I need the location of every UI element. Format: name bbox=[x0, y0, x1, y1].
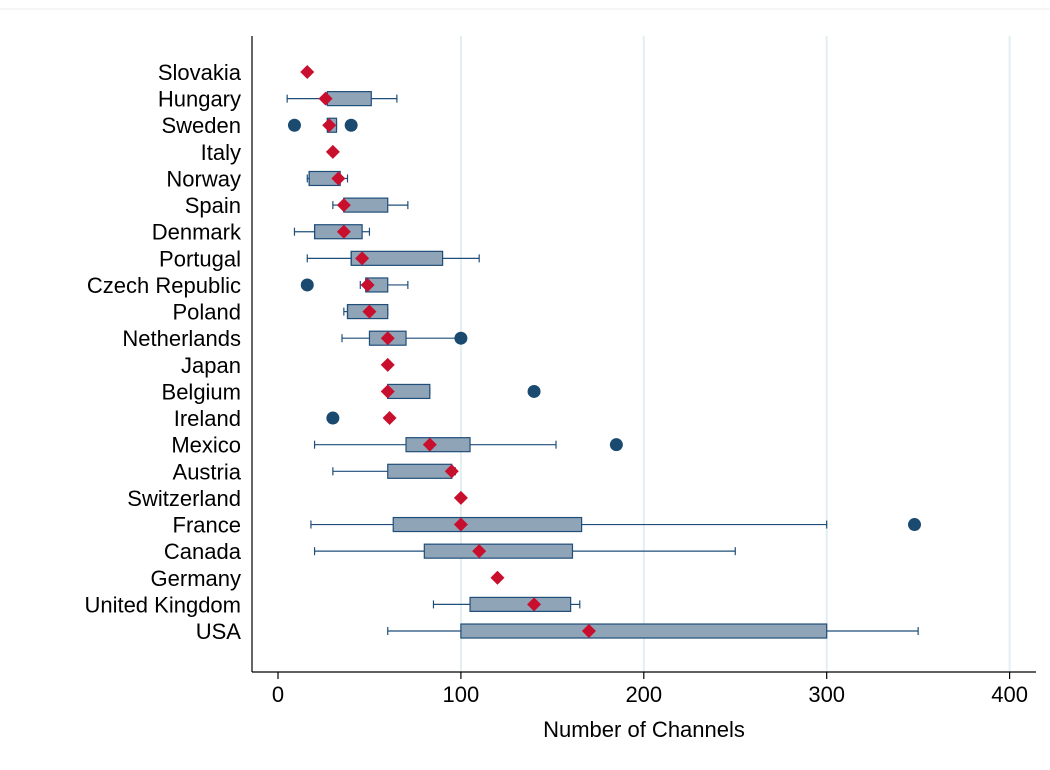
category-label: Italy bbox=[201, 140, 241, 165]
category-label: Norway bbox=[166, 166, 241, 191]
x-tick-label: 400 bbox=[991, 682, 1028, 707]
iqr-box bbox=[387, 463, 453, 479]
category-labels: SlovakiaHungarySwedenItalyNorwaySpainDen… bbox=[84, 60, 242, 644]
mean-marker bbox=[380, 331, 395, 346]
category-label: Ireland bbox=[174, 406, 241, 431]
x-tick-label: 0 bbox=[272, 682, 284, 707]
mean-marker bbox=[331, 171, 346, 186]
category-label: Hungary bbox=[158, 87, 241, 112]
mean-marker bbox=[380, 357, 395, 372]
category-label: Czech Republic bbox=[87, 273, 241, 298]
category-label: France bbox=[173, 513, 241, 538]
gridlines bbox=[459, 36, 1011, 672]
category-label: Poland bbox=[172, 300, 241, 325]
mean-marker bbox=[422, 437, 437, 452]
category-label: Canada bbox=[164, 539, 242, 564]
category-label: Austria bbox=[173, 459, 242, 484]
category-label: Denmark bbox=[152, 220, 242, 245]
category-label: Mexico bbox=[171, 433, 241, 458]
mean-marker bbox=[300, 65, 315, 79]
category-label: USA bbox=[196, 619, 242, 644]
data-marks bbox=[286, 65, 921, 639]
mean-marker bbox=[581, 624, 596, 639]
x-tick-label: 300 bbox=[808, 682, 845, 707]
outlier-point bbox=[344, 118, 358, 132]
iqr-box bbox=[423, 543, 574, 559]
mean-marker bbox=[322, 118, 337, 133]
category-label: Germany bbox=[151, 566, 241, 591]
outlier-point bbox=[609, 438, 623, 452]
mean-marker bbox=[380, 384, 395, 399]
iqr-box bbox=[326, 91, 372, 107]
mean-marker bbox=[318, 91, 333, 106]
category-label: United Kingdom bbox=[84, 592, 241, 617]
iqr-box bbox=[392, 516, 583, 533]
x-axis-label: Number of Channels bbox=[543, 717, 745, 742]
mean-marker bbox=[336, 198, 351, 213]
mean-marker bbox=[325, 144, 340, 159]
mean-marker bbox=[360, 277, 375, 292]
category-label: Netherlands bbox=[122, 326, 241, 351]
mean-marker bbox=[453, 517, 468, 532]
x-tick-label: 100 bbox=[443, 682, 480, 707]
outlier-point bbox=[527, 384, 541, 398]
iqr-box bbox=[405, 437, 471, 453]
mean-marker bbox=[453, 490, 468, 505]
iqr-box bbox=[460, 623, 828, 639]
x-tick-labels: 0 100 200 300 400 bbox=[272, 682, 1028, 707]
mean-marker bbox=[355, 251, 370, 266]
axes bbox=[251, 36, 1036, 679]
mean-marker bbox=[336, 224, 351, 239]
outlier-point bbox=[300, 278, 314, 292]
mean-marker bbox=[527, 597, 542, 612]
category-label: Switzerland bbox=[127, 486, 241, 511]
category-label: Japan bbox=[181, 353, 241, 378]
category-label: Portugal bbox=[159, 246, 241, 271]
outlier-point bbox=[454, 331, 468, 345]
outlier-point bbox=[326, 411, 340, 425]
outlier-point bbox=[907, 518, 921, 532]
iqr-box bbox=[469, 596, 572, 613]
mean-marker bbox=[382, 411, 397, 426]
mean-marker bbox=[444, 464, 459, 479]
category-label: Sweden bbox=[161, 113, 241, 138]
category-label: Belgium bbox=[162, 379, 241, 404]
category-label: Slovakia bbox=[158, 60, 242, 85]
category-label: Spain bbox=[185, 193, 241, 218]
mean-marker bbox=[490, 570, 505, 585]
outlier-point bbox=[287, 118, 301, 132]
mean-marker bbox=[362, 304, 377, 319]
mean-marker bbox=[472, 544, 487, 559]
x-tick-label: 200 bbox=[625, 682, 662, 707]
